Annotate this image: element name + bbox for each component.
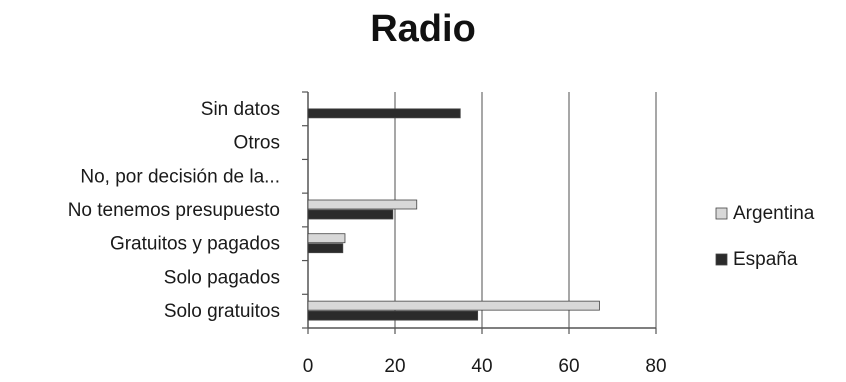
bar-argentina [307, 233, 346, 244]
category-label: Sin datos [201, 99, 280, 120]
category-label: Gratuitos y pagados [110, 234, 280, 255]
x-tick-label: 80 [645, 356, 666, 377]
legend-label: España [733, 249, 798, 270]
x-tick-label: 20 [384, 356, 405, 377]
category-label: Otros [234, 133, 280, 154]
bar-espaa [307, 243, 344, 254]
bar-espaa [307, 310, 479, 321]
category-label: No tenemos presupuesto [68, 200, 280, 221]
bar-espaa [307, 108, 461, 119]
legend-swatch [715, 207, 728, 220]
bar-argentina [307, 300, 600, 311]
x-tick-label: 0 [303, 356, 314, 377]
category-label: Solo pagados [164, 267, 280, 288]
x-tick-label: 60 [558, 356, 579, 377]
chart-title: Radio [370, 8, 476, 50]
legend-label: Argentina [733, 203, 815, 224]
legend-swatch [715, 253, 728, 266]
bar-espaa [307, 209, 394, 220]
category-label: Solo gratuitos [164, 301, 280, 322]
category-label: No, por decisión de la... [80, 166, 280, 187]
bar-argentina [307, 199, 418, 210]
x-tick-label: 40 [471, 356, 492, 377]
